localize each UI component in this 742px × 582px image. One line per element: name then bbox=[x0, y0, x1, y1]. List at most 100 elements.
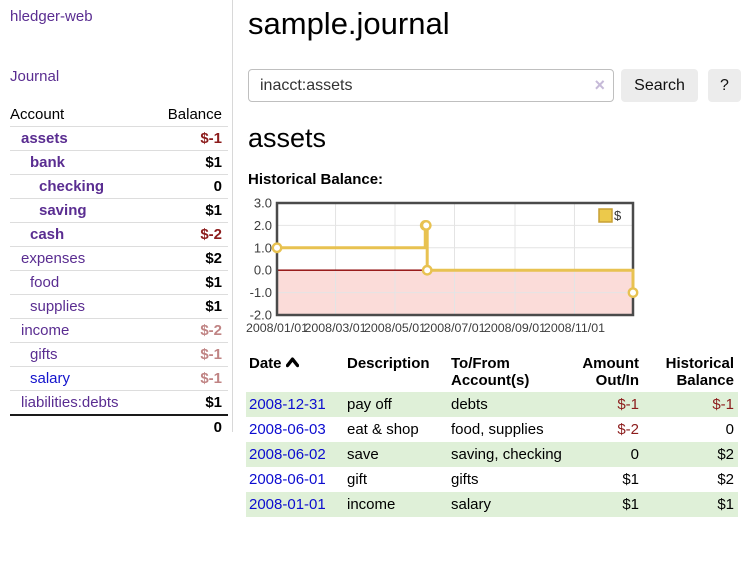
register-row: 2008-01-01 income salary $1 $1 bbox=[246, 492, 738, 517]
sidebar-item-journal[interactable]: Journal bbox=[10, 68, 60, 85]
account-row: liabilities:debts $1 bbox=[10, 390, 228, 415]
account-balance: $1 bbox=[150, 150, 228, 175]
accounts-total-row: 0 bbox=[10, 414, 228, 439]
svg-text:2008/07/01: 2008/07/01 bbox=[424, 321, 486, 335]
sort-asc-icon bbox=[285, 355, 299, 372]
account-row: supplies $1 bbox=[10, 294, 228, 319]
transaction-description: pay off bbox=[347, 396, 392, 413]
transaction-balance: $2 bbox=[717, 471, 734, 488]
clear-search-icon[interactable]: × bbox=[594, 75, 605, 95]
account-balance: $-1 bbox=[150, 342, 228, 367]
transaction-accounts: saving, checking bbox=[451, 446, 562, 463]
account-balance: $1 bbox=[150, 294, 228, 319]
sidebar: hledger-web Journal Account Balance asse… bbox=[0, 0, 233, 439]
account-row: income $-2 bbox=[10, 318, 228, 343]
accounts-header-account: Account bbox=[10, 106, 65, 123]
app-title: hledger-web bbox=[10, 8, 232, 26]
account-row: bank $1 bbox=[10, 150, 228, 175]
account-link-supplies[interactable]: supplies bbox=[30, 298, 86, 315]
account-heading: assets bbox=[248, 123, 327, 153]
column-header-date[interactable]: Date bbox=[246, 352, 344, 392]
help-button[interactable]: ? bbox=[708, 69, 741, 102]
register-row: 2008-06-02 save saving, checking 0 $2 bbox=[246, 442, 738, 467]
search-form: × Search ? bbox=[248, 69, 742, 102]
main-content: sample.journal × Search ? assets Histori… bbox=[246, 0, 742, 517]
column-header-amount: Amount Out/In bbox=[582, 355, 639, 389]
transaction-balance: $1 bbox=[717, 496, 734, 513]
historical-balance-chart: $3.0 2.0 1.0 0.0 -1.0 -2.0 2008/01/01 2008/03/0… bbox=[246, 195, 742, 335]
account-balance: $1 bbox=[150, 390, 228, 415]
svg-text:2008/09/01: 2008/09/01 bbox=[484, 321, 546, 335]
account-link-saving[interactable]: saving bbox=[39, 202, 87, 219]
accounts-total-value: 0 bbox=[150, 414, 228, 439]
app-title-link[interactable]: hledger-web bbox=[10, 8, 93, 25]
search-input[interactable] bbox=[248, 69, 614, 102]
transaction-date-link[interactable]: 2008-06-03 bbox=[249, 421, 326, 438]
account-row: checking 0 bbox=[10, 174, 228, 199]
account-row: expenses $2 bbox=[10, 246, 228, 271]
account-link-cash[interactable]: cash bbox=[30, 226, 65, 243]
svg-text:1.0: 1.0 bbox=[254, 240, 272, 255]
transaction-amount: $1 bbox=[622, 471, 639, 488]
column-header-balance: Historical Balance bbox=[665, 355, 734, 389]
transaction-amount: 0 bbox=[630, 446, 639, 463]
svg-text:-2.0: -2.0 bbox=[250, 308, 272, 323]
account-balance: $1 bbox=[150, 198, 228, 223]
transaction-balance: $-1 bbox=[712, 396, 734, 413]
column-header-accounts: To/From Account(s) bbox=[451, 355, 530, 389]
account-row: cash $-2 bbox=[10, 222, 228, 247]
svg-text:2008/11/01: 2008/11/01 bbox=[544, 321, 605, 335]
account-link-income[interactable]: income bbox=[21, 322, 70, 339]
accounts-header-balance: Balance bbox=[167, 106, 222, 123]
transaction-description: save bbox=[347, 446, 379, 463]
register-header-row: Date Description To/From Account(s) Amou… bbox=[246, 352, 738, 392]
account-row: gifts $-1 bbox=[10, 342, 228, 367]
register-row: 2008-12-31 pay off debts $-1 $-1 bbox=[246, 392, 738, 417]
register-row: 2008-06-01 gift gifts $1 $2 bbox=[246, 467, 738, 492]
transaction-balance: 0 bbox=[725, 421, 734, 438]
transaction-date-link[interactable]: 2008-06-01 bbox=[249, 471, 326, 488]
account-link-liabilities-debts[interactable]: liabilities:debts bbox=[21, 394, 119, 411]
account-link-checking[interactable]: checking bbox=[39, 178, 105, 195]
account-row: food $1 bbox=[10, 270, 228, 295]
svg-text:$: $ bbox=[614, 208, 622, 223]
transaction-amount: $-2 bbox=[617, 421, 639, 438]
account-link-assets[interactable]: assets bbox=[21, 130, 68, 147]
svg-text:0.0: 0.0 bbox=[254, 263, 272, 278]
svg-text:2008/03/01: 2008/03/01 bbox=[305, 321, 367, 335]
account-balance: $2 bbox=[150, 246, 228, 271]
register-row: 2008-06-03 eat & shop food, supplies $-2… bbox=[246, 417, 738, 442]
svg-text:3.0: 3.0 bbox=[254, 196, 272, 211]
account-balance: 0 bbox=[150, 174, 228, 199]
account-balance: $-2 bbox=[150, 222, 228, 247]
svg-text:2008/01/01: 2008/01/01 bbox=[246, 321, 308, 335]
accounts-header-row: Account Balance bbox=[10, 103, 228, 127]
account-row: salary $-1 bbox=[10, 366, 228, 391]
svg-text:2.0: 2.0 bbox=[254, 218, 272, 233]
account-link-bank[interactable]: bank bbox=[30, 154, 66, 171]
account-balance: $-1 bbox=[150, 126, 228, 151]
account-balance: $-2 bbox=[150, 318, 228, 343]
transaction-accounts: salary bbox=[451, 496, 492, 513]
account-link-salary[interactable]: salary bbox=[30, 370, 71, 387]
account-link-food[interactable]: food bbox=[30, 274, 60, 291]
nav: Journal bbox=[10, 68, 232, 86]
transaction-accounts: food, supplies bbox=[451, 421, 544, 438]
column-header-description: Description bbox=[347, 355, 430, 372]
transaction-date-link[interactable]: 2008-06-02 bbox=[249, 446, 326, 463]
transaction-accounts: gifts bbox=[451, 471, 479, 488]
svg-text:2008/05/01: 2008/05/01 bbox=[364, 321, 426, 335]
account-balance: $1 bbox=[150, 270, 228, 295]
search-button[interactable]: Search bbox=[621, 69, 698, 102]
svg-text:-1.0: -1.0 bbox=[250, 285, 272, 300]
account-row: saving $1 bbox=[10, 198, 228, 223]
transaction-date-link[interactable]: 2008-12-31 bbox=[249, 396, 326, 413]
register-table: Date Description To/From Account(s) Amou… bbox=[246, 352, 738, 517]
transaction-date-link[interactable]: 2008-01-01 bbox=[249, 496, 326, 513]
account-link-gifts[interactable]: gifts bbox=[30, 346, 58, 363]
transaction-balance: $2 bbox=[717, 446, 734, 463]
transaction-description: gift bbox=[347, 471, 368, 488]
transaction-amount: $-1 bbox=[617, 396, 639, 413]
accounts-table: Account Balance assets $-1 bank $1 check… bbox=[10, 103, 228, 439]
account-link-expenses[interactable]: expenses bbox=[21, 250, 86, 267]
